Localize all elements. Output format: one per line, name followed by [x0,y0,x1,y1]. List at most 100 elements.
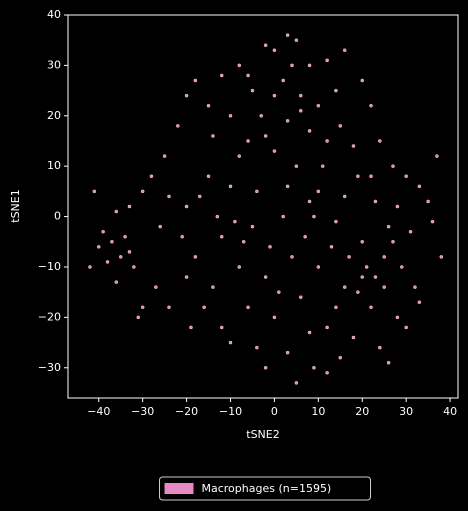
point [342,194,347,199]
point [334,305,338,310]
point [356,174,360,179]
y-tick-label: 0 [54,210,61,223]
point [263,134,268,138]
point [162,154,167,158]
point [237,154,242,158]
point [184,93,189,98]
point [378,345,382,350]
point [338,355,343,360]
point [294,38,299,42]
point [228,114,233,118]
point [167,194,171,199]
point [176,124,180,128]
y-tick-label: 30 [47,58,61,71]
point [364,265,369,269]
point [246,305,250,310]
point [307,129,312,133]
y-tick-label: −30 [38,361,61,374]
y-tick-label: −20 [38,310,61,323]
point [272,93,277,98]
point [132,265,136,269]
point [285,184,290,189]
point [316,265,321,269]
point [281,214,285,219]
point [342,48,347,53]
point [268,245,272,249]
point [382,255,386,259]
point [219,73,224,78]
point [369,305,373,310]
x-tick-label: −10 [219,405,242,418]
point [373,275,378,279]
point [92,189,97,194]
point [369,174,373,179]
point [154,285,158,289]
y-tick-label: 10 [47,159,61,172]
point [325,325,329,330]
point [281,78,285,83]
point [250,224,255,229]
point [263,275,268,279]
point [320,164,325,168]
x-tick-label: 0 [271,405,278,418]
x-tick-label: −40 [87,405,110,418]
point [127,250,132,254]
legend-swatch [164,483,194,494]
point [430,219,435,224]
point [386,360,391,365]
point [180,234,184,239]
point [369,103,373,108]
point [307,63,312,68]
point [228,184,233,189]
point [417,300,422,304]
point [435,154,439,158]
x-axis-label: tSNE2 [246,428,279,441]
legend-box [159,476,371,501]
point [101,229,105,234]
point [219,325,224,330]
y-tick-label: 40 [47,8,61,21]
point [228,340,233,345]
point [351,335,356,340]
point [263,366,268,370]
point [299,93,303,98]
x-tick-label: 40 [443,405,457,418]
point [285,119,290,123]
point [241,240,246,244]
point [290,63,294,68]
point [140,189,145,194]
point [386,224,391,229]
point [312,214,316,219]
point [294,381,299,385]
point [189,325,193,330]
point [255,189,259,194]
point [118,255,123,259]
point [360,78,365,83]
point [285,350,290,355]
point [272,149,277,153]
point [294,164,299,168]
point [342,285,347,289]
point [259,114,263,118]
point [426,199,430,204]
point [356,290,360,294]
x-tick-label: 10 [311,405,325,418]
point [285,33,290,37]
y-tick-label: 20 [47,109,61,122]
x-tick-label: −30 [131,405,154,418]
point [193,78,198,83]
point [334,88,338,93]
point [417,184,422,189]
y-tick-label: −10 [38,260,61,273]
point [136,315,141,320]
point [193,255,198,259]
point [404,174,408,179]
point [202,305,206,310]
point [233,219,237,224]
point [404,325,408,330]
point [325,58,329,63]
point [211,134,215,138]
point [277,290,281,294]
